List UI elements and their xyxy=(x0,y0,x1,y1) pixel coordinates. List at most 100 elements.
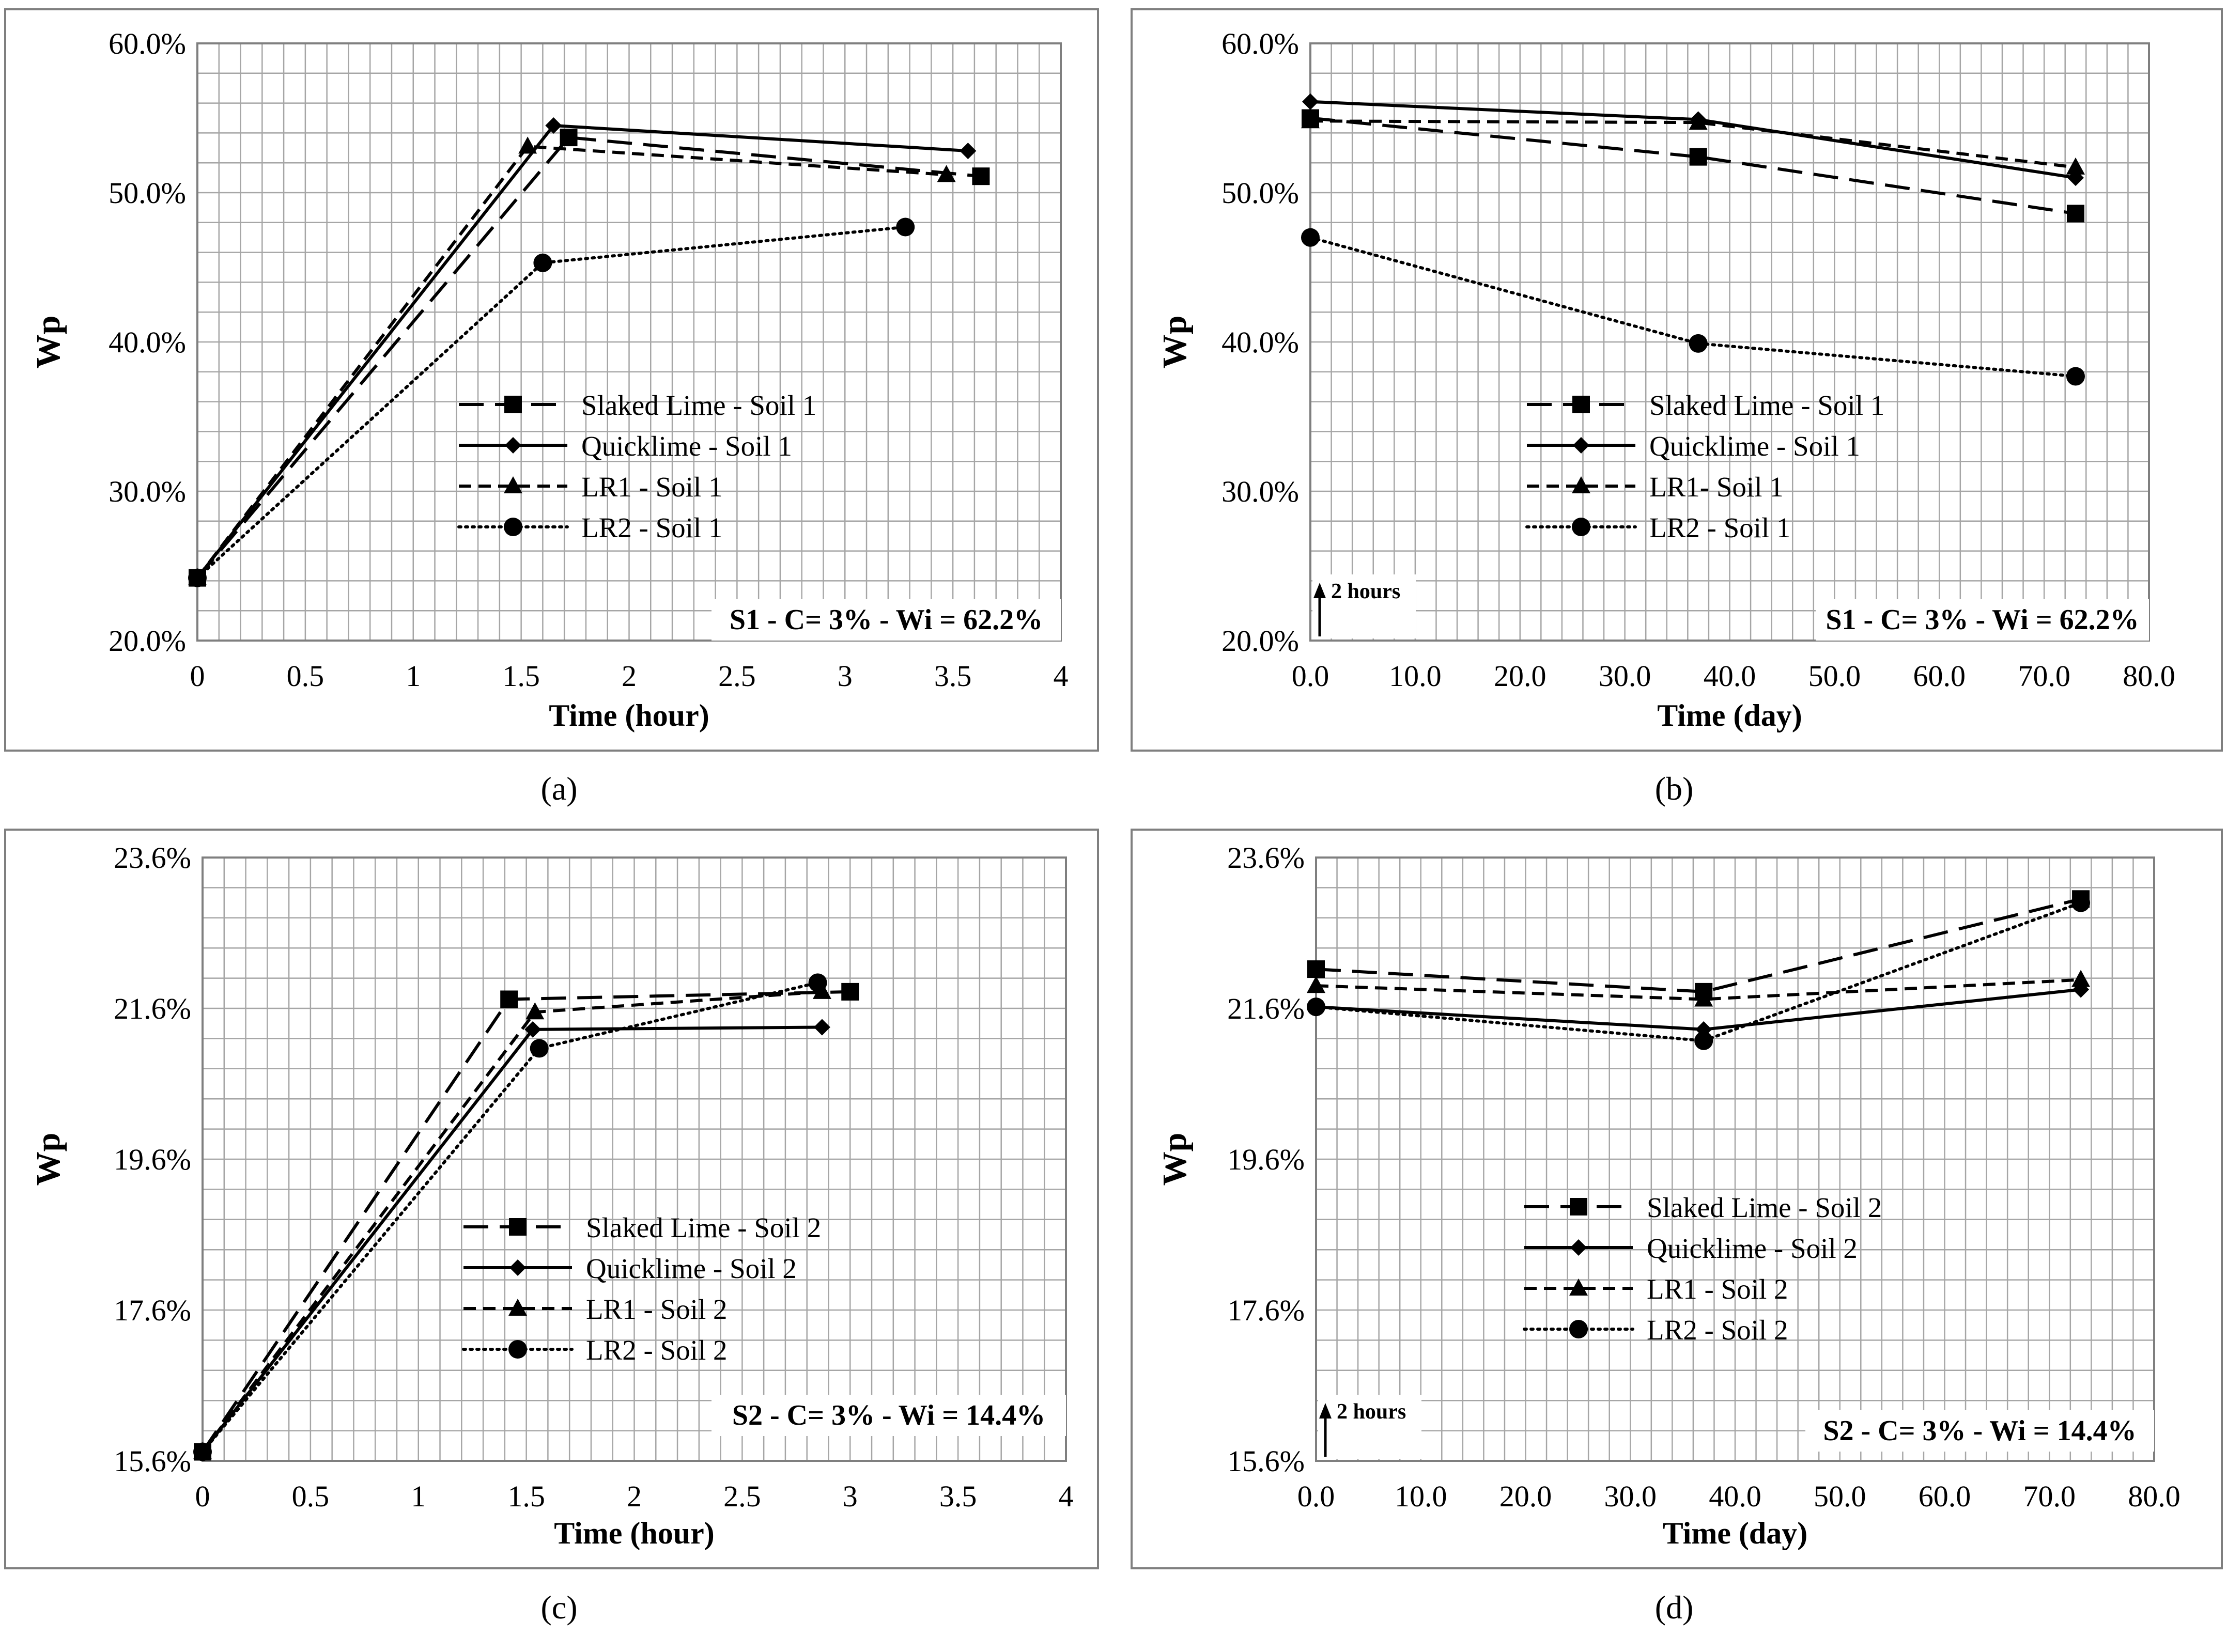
data-point-diamond xyxy=(1573,437,1589,454)
x-tick-label: 70.0 xyxy=(2023,1479,2076,1513)
plot-area xyxy=(196,42,1062,642)
data-point-circle xyxy=(530,1039,549,1058)
data-point-triangle xyxy=(2066,157,2085,175)
data-point-square xyxy=(500,990,518,1008)
data-point-diamond xyxy=(1302,93,1319,110)
legend-label: LR1 - Soil 2 xyxy=(586,1293,728,1325)
data-point-triangle xyxy=(1694,989,1713,1007)
annotation-text: S1 - C= 3% - Wi = 62.2% xyxy=(1826,604,2139,636)
y-tick-label: 21.6% xyxy=(1227,992,1305,1025)
series-line xyxy=(196,225,907,580)
legend-label: LR2 - Soil 2 xyxy=(586,1334,728,1366)
x-tick-label: 20.0 xyxy=(1499,1479,1552,1513)
grid-lines xyxy=(1309,42,2150,642)
chart-panel: 20.0% 30.0% 40.0% 50.0% 60.0% 0 0.5 1 1.5 2 2.5 3 3.… xyxy=(4,8,1099,752)
data-point-circle xyxy=(2071,893,2091,912)
y-tick-label: 50.0% xyxy=(1221,176,1299,210)
data-point-circle xyxy=(1301,228,1320,247)
x-tick-label: 1.5 xyxy=(502,659,540,693)
y-tick-label: 20.0% xyxy=(109,624,186,658)
data-point-circle xyxy=(504,518,522,536)
x-tick-label: 20.0 xyxy=(1494,659,1546,693)
panel-caption: (d) xyxy=(1655,1589,1694,1626)
arrow-note-text: 2 hours xyxy=(1337,1400,1406,1424)
x-tick-label: 3.5 xyxy=(939,1479,977,1513)
series-line xyxy=(1310,119,2076,169)
annotation-box xyxy=(1816,599,2149,641)
arrow-note-background xyxy=(1318,1395,1421,1459)
data-point-diamond xyxy=(1570,1239,1587,1256)
data-point-diamond xyxy=(524,1021,542,1038)
data-point-circle xyxy=(896,217,915,237)
legend-label: LR2 - Soil 2 xyxy=(1647,1314,1788,1346)
chart-frame xyxy=(4,829,1099,1569)
series-line xyxy=(1310,116,2076,215)
data-point-triangle xyxy=(508,1299,527,1316)
data-point-circle xyxy=(193,1442,212,1461)
series-line xyxy=(1316,978,2081,1001)
grid-lines xyxy=(202,856,1067,1462)
x-tick-label: 4 xyxy=(1054,659,1069,693)
chart-panel: 15.6% 17.6% 19.6% 21.6% 23.6% 0 0.5 1 1.5 2 2.5 3 3.… xyxy=(4,829,1099,1569)
data-series xyxy=(1301,228,2085,386)
arrow-annotation: 2 hours xyxy=(1312,574,1416,638)
x-tick-label: 30.0 xyxy=(1604,1479,1657,1513)
x-tick-label: 1 xyxy=(411,1479,426,1513)
x-tick-label: 3.5 xyxy=(934,659,972,693)
data-point-circle xyxy=(1307,998,1325,1017)
grid-lines xyxy=(196,42,1062,642)
y-axis-label: Wp xyxy=(29,316,67,369)
series-line xyxy=(1316,897,2081,993)
x-tick-label: 50.0 xyxy=(1808,659,1861,693)
annotation-box xyxy=(1805,1410,2154,1452)
arrow-note-text: 2 hours xyxy=(1331,580,1400,603)
data-point-triangle xyxy=(1307,976,1325,993)
data-point-square xyxy=(972,167,990,185)
x-tick-label: 80.0 xyxy=(2123,659,2175,693)
x-axis-label: Time (hour) xyxy=(549,698,709,733)
data-point-square xyxy=(2066,205,2084,223)
data-point-circle xyxy=(533,253,552,272)
data-point-circle xyxy=(2066,367,2085,386)
x-tick-label: 0.0 xyxy=(1292,659,1329,693)
data-series xyxy=(1307,970,2091,1007)
legend-label: Quicklime - Soil 1 xyxy=(581,430,792,462)
x-tick-label: 3 xyxy=(843,1479,858,1513)
legend-label: Slaked Lime - Soil 1 xyxy=(581,389,816,421)
y-tick-label: 50.0% xyxy=(109,176,186,210)
x-tick-label: 40.0 xyxy=(1704,659,1756,693)
data-point-square xyxy=(1307,960,1325,978)
arrow-head-icon xyxy=(1319,1403,1332,1419)
y-tick-label: 40.0% xyxy=(1221,325,1299,359)
x-tick-label: 4 xyxy=(1059,1479,1074,1513)
data-point-square xyxy=(1570,1198,1587,1215)
x-axis-label: Time (hour) xyxy=(554,1516,715,1550)
x-tick-label: 3 xyxy=(838,659,853,693)
plot-area xyxy=(1315,856,2155,1462)
legend: Slaked Lime - Soil 1 Quicklime - Soil 1 LR… xyxy=(457,389,816,543)
data-point-triangle xyxy=(504,476,522,493)
legend-label: Quicklime - Soil 1 xyxy=(1649,430,1860,462)
series-line xyxy=(196,136,981,579)
legend-label: LR1 - Soil 1 xyxy=(581,471,723,503)
x-tick-label: 2.5 xyxy=(723,1479,761,1513)
y-tick-label: 17.6% xyxy=(114,1293,191,1327)
x-tick-label: 1.5 xyxy=(507,1479,545,1513)
data-point-square xyxy=(1689,148,1707,166)
data-point-triangle xyxy=(518,136,537,154)
y-tick-label: 17.6% xyxy=(1227,1293,1305,1327)
y-tick-label: 19.6% xyxy=(1227,1143,1305,1176)
data-point-diamond xyxy=(960,143,977,160)
data-point-square xyxy=(1572,396,1590,413)
data-point-triangle xyxy=(1301,111,1320,129)
data-point-square xyxy=(841,983,859,1001)
arrow-note-background xyxy=(1312,574,1416,638)
x-tick-label: 10.0 xyxy=(1395,1479,1447,1513)
y-tick-label: 30.0% xyxy=(109,475,186,508)
annotation-text: S1 - C= 3% - Wi = 62.2% xyxy=(730,604,1043,636)
legend-label: LR2 - Soil 1 xyxy=(1649,512,1791,543)
x-tick-label: 0 xyxy=(190,659,205,693)
y-tick-label: 21.6% xyxy=(114,992,191,1025)
plot-area xyxy=(202,856,1067,1462)
y-axis-label: Wp xyxy=(1156,316,1194,369)
